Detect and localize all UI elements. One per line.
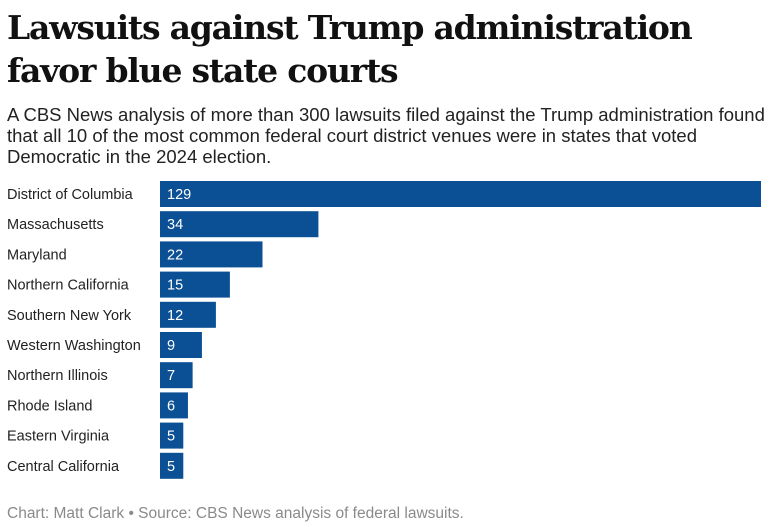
value-label: 9 <box>167 338 175 354</box>
value-label: 6 <box>167 398 175 414</box>
value-label: 34 <box>167 217 183 233</box>
category-label: Northern Illinois <box>7 368 108 384</box>
chart-source: Chart: Matt Clark • Source: CBS News ana… <box>7 505 464 522</box>
value-label: 22 <box>167 247 183 263</box>
bar <box>160 271 230 298</box>
chart-title: Lawsuits against Trump administration fa… <box>7 8 693 90</box>
category-label: Southern New York <box>7 308 132 324</box>
bar <box>160 211 319 238</box>
category-label: Central California <box>7 459 120 475</box>
bar <box>160 181 761 207</box>
value-label: 12 <box>167 308 183 324</box>
category-label: Western Washington <box>7 338 141 354</box>
category-label: Maryland <box>7 247 67 263</box>
chart-subtitle: A CBS News analysis of more than 300 law… <box>7 104 765 167</box>
category-label: Rhode Island <box>7 398 92 414</box>
bar <box>160 332 202 358</box>
bar <box>160 422 184 449</box>
bar <box>160 301 216 328</box>
category-label: Eastern Virginia <box>7 429 110 445</box>
category-label: District of Columbia <box>7 187 134 203</box>
bar <box>160 452 184 479</box>
value-label: 129 <box>167 187 191 203</box>
value-label: 5 <box>167 429 175 445</box>
value-label: 15 <box>167 278 183 294</box>
category-label: Massachusetts <box>7 217 104 233</box>
bar <box>160 362 193 389</box>
bar <box>160 241 263 268</box>
value-label: 7 <box>167 368 175 384</box>
value-label: 5 <box>167 459 175 475</box>
category-label: Northern California <box>7 278 130 294</box>
bar <box>160 392 188 419</box>
